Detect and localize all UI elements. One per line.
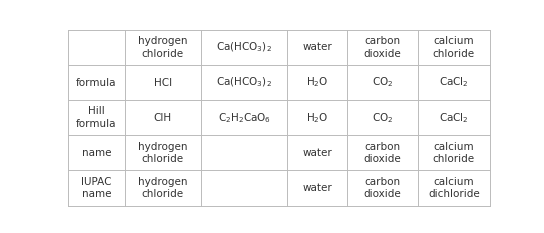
Text: H$_2$O: H$_2$O <box>306 75 328 89</box>
Text: HCl: HCl <box>154 78 172 88</box>
Text: ClH: ClH <box>154 113 172 123</box>
Text: calcium
dichloride: calcium dichloride <box>428 177 480 199</box>
Text: Ca(HCO$_3$)$_2$: Ca(HCO$_3$)$_2$ <box>217 41 272 54</box>
Text: formula: formula <box>76 78 116 88</box>
Text: CO$_2$: CO$_2$ <box>372 111 393 125</box>
Text: IUPAC
name: IUPAC name <box>81 177 112 199</box>
Text: H$_2$O: H$_2$O <box>306 111 328 125</box>
Text: water: water <box>302 183 332 193</box>
Text: CO$_2$: CO$_2$ <box>372 75 393 89</box>
Text: hydrogen
chloride: hydrogen chloride <box>138 142 188 164</box>
Text: Ca(HCO$_3$)$_2$: Ca(HCO$_3$)$_2$ <box>217 76 272 89</box>
Text: C$_2$H$_2$CaO$_6$: C$_2$H$_2$CaO$_6$ <box>218 111 271 125</box>
Text: carbon
dioxide: carbon dioxide <box>363 36 401 58</box>
Text: Hill
formula: Hill formula <box>76 106 116 129</box>
Text: water: water <box>302 42 332 52</box>
Text: hydrogen
chloride: hydrogen chloride <box>138 36 188 58</box>
Text: hydrogen
chloride: hydrogen chloride <box>138 177 188 199</box>
Text: calcium
chloride: calcium chloride <box>433 142 475 164</box>
Text: calcium
chloride: calcium chloride <box>433 36 475 58</box>
Text: carbon
dioxide: carbon dioxide <box>363 142 401 164</box>
Text: water: water <box>302 148 332 158</box>
Text: carbon
dioxide: carbon dioxide <box>363 177 401 199</box>
Text: CaCl$_2$: CaCl$_2$ <box>439 75 469 89</box>
Text: name: name <box>82 148 111 158</box>
Text: CaCl$_2$: CaCl$_2$ <box>439 111 469 125</box>
